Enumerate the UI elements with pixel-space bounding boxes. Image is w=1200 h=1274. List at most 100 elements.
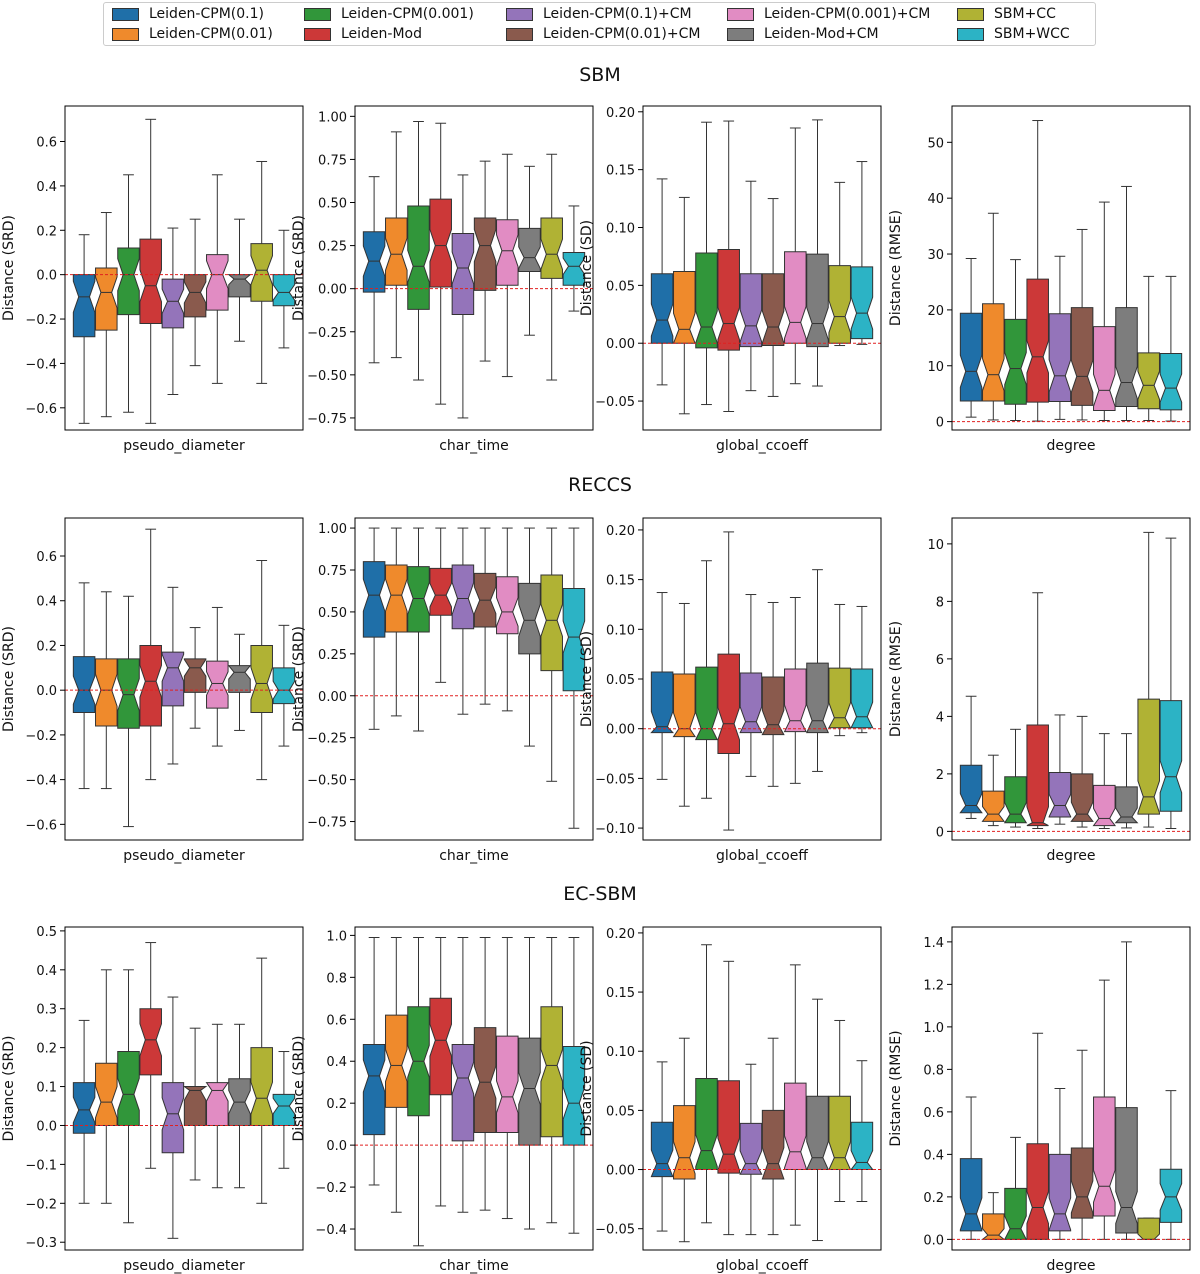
axes-frame: [642, 517, 882, 841]
box: [694, 666, 719, 741]
box: [959, 764, 983, 814]
y-tick-label: 0.25: [318, 240, 347, 255]
chart-panel: −0.05 0.00 0.05 0.10 0.15 0.20 Distance (SD) gl…: [579, 105, 882, 454]
y-tick-label: 30: [927, 248, 944, 263]
box: [650, 273, 674, 344]
box: [407, 205, 430, 310]
y-tick-label: 0.2: [36, 1042, 57, 1057]
box: [161, 1082, 185, 1154]
y-tick-label: 0.4: [923, 1148, 944, 1163]
box: [1070, 307, 1094, 406]
y-tick-label: 1.0: [923, 1021, 944, 1036]
box: [540, 217, 563, 279]
y-tick-label: 0.75: [318, 564, 347, 579]
y-tick-label: 0.3: [36, 1003, 57, 1018]
box: [206, 254, 229, 311]
y-tick-label: 0.25: [318, 648, 347, 663]
y-tick-label: 0.4: [326, 1055, 347, 1070]
y-axis-label: Distance (SRD): [1, 1036, 17, 1142]
box: [1003, 1187, 1028, 1240]
box: [72, 274, 96, 338]
y-tick-label: 20: [927, 304, 944, 319]
section-title-reccs: RECCS: [568, 474, 632, 496]
y-tick-label: 1.0: [326, 929, 347, 944]
box: [805, 662, 830, 734]
chart-panel: −0.10 −0.05 0.00 0.05 0.10 0.15 0.20 Distance (…: [579, 517, 882, 864]
y-tick-label: −0.50: [307, 369, 347, 384]
y-tick-label: 1.2: [923, 978, 944, 993]
box: [850, 1121, 874, 1171]
box: [429, 567, 452, 616]
y-tick-label: 0.75: [318, 153, 347, 168]
y-tick-label: 0.0: [36, 1119, 57, 1134]
box: [784, 1082, 807, 1171]
y-tick-label: 0.8: [326, 971, 347, 986]
box: [385, 1014, 408, 1108]
box: [1159, 352, 1183, 411]
legend-label: Leiden-Mod+CM: [764, 26, 879, 42]
box: [451, 1043, 475, 1142]
box: [1114, 786, 1139, 824]
box: [139, 1008, 162, 1076]
legend-item: Leiden-Mod: [304, 24, 422, 44]
y-tick-label: −0.75: [307, 412, 347, 427]
section-title-ec-sbm: EC-SBM: [563, 883, 637, 905]
box: [784, 251, 807, 344]
box: [206, 660, 229, 709]
y-tick-label: 0.20: [606, 106, 635, 121]
y-tick-label: −0.4: [25, 774, 57, 789]
box: [672, 673, 697, 738]
axes-frame: [951, 926, 1191, 1251]
y-tick-label: 1.00: [318, 110, 347, 125]
legend-swatch: [112, 27, 139, 41]
legend-label: Leiden-CPM(0.001)+CM: [764, 6, 931, 22]
box: [362, 1043, 386, 1136]
legend-swatch: [304, 27, 331, 41]
box: [761, 1109, 785, 1180]
axes-frame: [354, 517, 594, 841]
legend-swatch: [957, 27, 984, 41]
axes-frame: [642, 926, 882, 1251]
y-axis-label: Distance (RMSE): [888, 1030, 904, 1146]
box: [695, 1077, 718, 1171]
box: [850, 668, 874, 729]
y-tick-label: 0.50: [318, 606, 347, 621]
y-tick-label: 0.0: [326, 1139, 347, 1154]
axes-frame: [354, 926, 594, 1251]
box: [673, 1105, 696, 1180]
box: [72, 656, 96, 714]
y-tick-label: 0.4: [36, 595, 57, 610]
chart-panel: −0.75 −0.50 −0.25 0.00 0.25 0.50 0.75 1.00 Dista…: [291, 517, 594, 864]
box: [672, 270, 696, 344]
y-tick-label: 10: [927, 360, 944, 375]
box: [562, 251, 586, 286]
box: [385, 217, 408, 286]
box: [695, 252, 718, 349]
y-tick-label: 40: [927, 192, 944, 207]
box: [407, 566, 430, 633]
box: [429, 198, 452, 288]
y-tick-label: 2: [936, 768, 944, 783]
y-tick-label: 0.8: [923, 1063, 944, 1078]
box: [1070, 1147, 1094, 1219]
y-tick-label: −0.2: [315, 1181, 347, 1196]
box: [650, 1121, 674, 1178]
legend-swatch: [727, 27, 754, 41]
x-axis-label: degree: [1046, 1258, 1095, 1274]
box: [739, 273, 763, 348]
box: [540, 1006, 563, 1138]
y-tick-label: 0.20: [606, 524, 635, 539]
y-axis-label: Distance (SD): [579, 631, 595, 727]
box: [959, 1158, 983, 1232]
y-tick-label: 0.00: [606, 723, 635, 738]
x-axis-label: degree: [1046, 438, 1095, 454]
x-axis-label: char_time: [439, 1258, 509, 1274]
y-tick-label: 1.4: [923, 936, 944, 951]
chart-panel: −0.05 0.00 0.05 0.10 0.15 0.20 Distance (SD) gl…: [579, 926, 882, 1274]
box: [272, 667, 296, 705]
y-tick-label: −0.4: [315, 1223, 347, 1238]
y-tick-label: 0.1: [36, 1081, 57, 1096]
box: [1048, 313, 1072, 403]
x-axis-label: global_ccoeff: [716, 438, 808, 454]
y-tick-label: 8: [936, 595, 944, 610]
